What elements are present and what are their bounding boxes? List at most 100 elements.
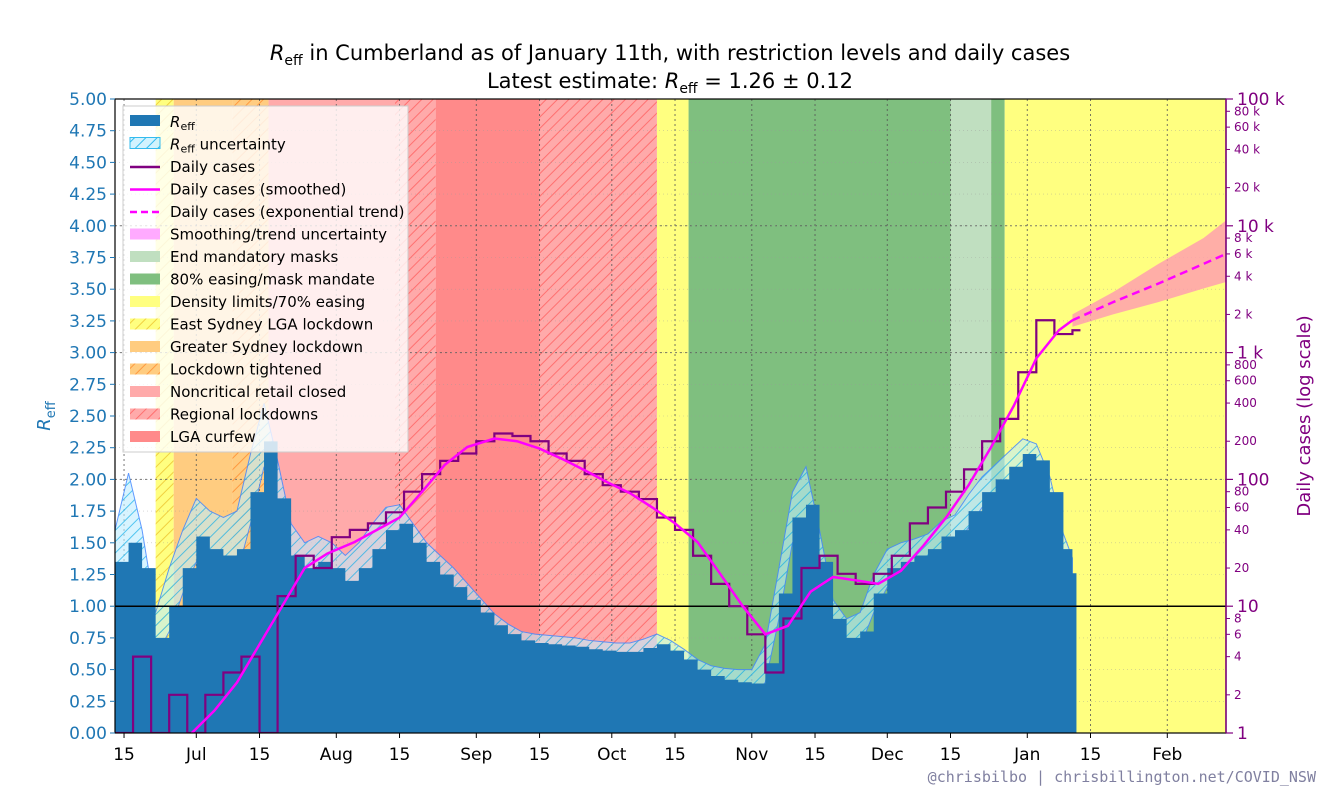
left-tick-label-10: 2.50 [69,407,107,427]
right-major-label-4: 10 k [1237,217,1274,237]
x-tick-label-8: 15 [664,745,686,765]
y-axis-label-right: Daily cases (log scale) [1294,315,1315,516]
left-tick-label-20: 5.00 [69,90,107,110]
legend-label-4: End mandatory masks [170,248,338,266]
legend-label-0: Daily cases [170,158,255,176]
left-tick-label-18: 4.50 [69,153,107,173]
legend-label-11: Regional lockdowns [170,406,318,424]
right-major-label-5: 100 k [1237,90,1285,110]
legend-swatch-reff [130,115,160,126]
legend-label-3: Smoothing/trend uncertainty [170,226,387,244]
right-minor-label-9: 400 [1234,396,1257,410]
left-axis-ticks: 0.00 0.25 0.50 0.75 1.00 1.25 1.50 1.75 2.00 2.25… [69,90,115,744]
left-tick-label-8: 2.00 [69,470,107,490]
legend-swatch-8 [130,341,160,352]
reff-area-polygon [115,441,1077,733]
legend-swatch-9 [130,363,160,375]
right-minor-label-5: 40 [1234,523,1249,537]
trend-cases-line [1071,252,1226,322]
legend-swatch-11 [130,408,160,420]
right-minor-label-13: 4 k [1234,269,1252,283]
left-tick-label-4: 1.00 [69,597,107,617]
right-minor-label-15: 8 k [1234,231,1252,245]
trend-uncertainty-band [1072,220,1226,327]
left-tick-label-2: 0.50 [69,661,107,681]
credit-text: @chrisbilbo | chrisbillington.net/COVID_… [927,768,1316,786]
x-tick-label-5: Sep [460,745,492,765]
left-tick-label-0: 0.00 [69,724,107,744]
legend-swatch-5 [130,273,160,285]
y-axis-label-left: Reff [34,400,59,431]
left-tick-label-17: 4.25 [69,185,107,205]
legend-swatch-4 [130,251,160,262]
x-tick-label-9: Nov [735,745,768,765]
right-minor-label-6: 60 [1234,501,1249,515]
x-tick-label-6: 15 [529,745,551,765]
legend-swatch-6 [130,296,160,307]
left-tick-label-11: 2.75 [69,375,107,395]
legend-label-6: Density limits/70% easing [170,293,365,311]
x-tick-label-15: Feb [1152,745,1182,765]
x-tick-label-2: 15 [249,745,271,765]
left-tick-label-13: 3.25 [69,312,107,332]
legend-label-reff-uncertainty: Reff uncertainty [170,136,286,156]
legend-swatch-3 [130,228,160,240]
right-minor-label-12: 2 k [1234,307,1252,321]
left-tick-label-19: 4.75 [69,122,107,142]
legend-label-reff: Reff [170,113,195,133]
left-tick-label-6: 1.50 [69,534,107,554]
legend-label-2: Daily cases (exponential trend) [170,203,404,221]
right-minor-label-10: 600 [1234,374,1257,388]
x-tick-label-0: 15 [113,745,135,765]
chart-subtitle: Latest estimate: Reff = 1.26 ± 0.12 [487,69,853,97]
x-tick-label-11: Dec [871,745,904,765]
smoothed-cases-line [190,319,1074,733]
x-axis-ticks: 15 Jul 15 Aug 15 Sep 15 Oct 15 Nov 15 Dec 15 Jan 15 Feb [113,733,1182,765]
x-tick-label-14: 15 [1080,745,1102,765]
right-minor-label-14: 6 k [1234,247,1252,261]
right-major-label-1: 10 [1237,597,1259,617]
legend-swatch-7 [130,318,160,330]
left-tick-label-5: 1.25 [69,566,107,586]
right-minor-label-8: 200 [1234,434,1257,448]
right-minor-label-16: 20 k [1234,181,1260,195]
right-major-label-3: 1 k [1237,344,1263,364]
right-major-label-0: 1 [1237,724,1248,744]
x-tick-label-12: 15 [940,745,962,765]
trend-band-polygon [1072,220,1226,327]
left-tick-label-15: 3.75 [69,249,107,269]
legend-label-1: Daily cases (smoothed) [170,181,346,199]
left-tick-label-3: 0.75 [69,629,107,649]
right-minor-label-4: 20 [1234,561,1249,575]
legend-swatch-10 [130,386,160,397]
x-tick-label-10: 15 [804,745,826,765]
legend-label-5: 80% easing/mask mandate [170,271,375,289]
left-tick-label-16: 4.00 [69,217,107,237]
trend-polyline [1071,252,1226,322]
x-tick-label-3: Aug [320,745,353,765]
right-minor-label-0: 2 [1234,688,1242,702]
legend-box [122,105,409,453]
right-minor-label-2: 6 [1234,627,1242,641]
left-tick-label-14: 3.50 [69,280,107,300]
legend: Reff Reff uncertainty Daily cases Daily cas… [122,105,409,453]
right-minor-label-18: 60 k [1234,120,1260,134]
left-tick-label-12: 3.00 [69,344,107,364]
right-minor-label-11: 800 [1234,358,1257,372]
legend-label-10: Noncritical retail closed [170,383,346,401]
chart-title: Reff in Cumberland as of January 11th, w… [270,41,1070,69]
reff-area [115,441,1077,733]
legend-swatch-reff-uncertainty [129,137,161,149]
legend-label-9: Lockdown tightened [170,361,322,379]
legend-label-12: LGA curfew [170,428,256,446]
x-tick-label-1: Jul [185,745,207,765]
left-tick-label-7: 1.75 [69,502,107,522]
right-minor-label-19: 80 k [1234,104,1260,118]
x-tick-label-4: 15 [389,745,411,765]
right-major-label-2: 100 [1237,470,1269,490]
x-tick-label-13: Jan [1013,745,1040,765]
right-minor-label-1: 4 [1234,650,1242,664]
legend-label-7: East Sydney LGA lockdown [170,316,373,334]
smoothed-cases-polyline [190,319,1074,733]
